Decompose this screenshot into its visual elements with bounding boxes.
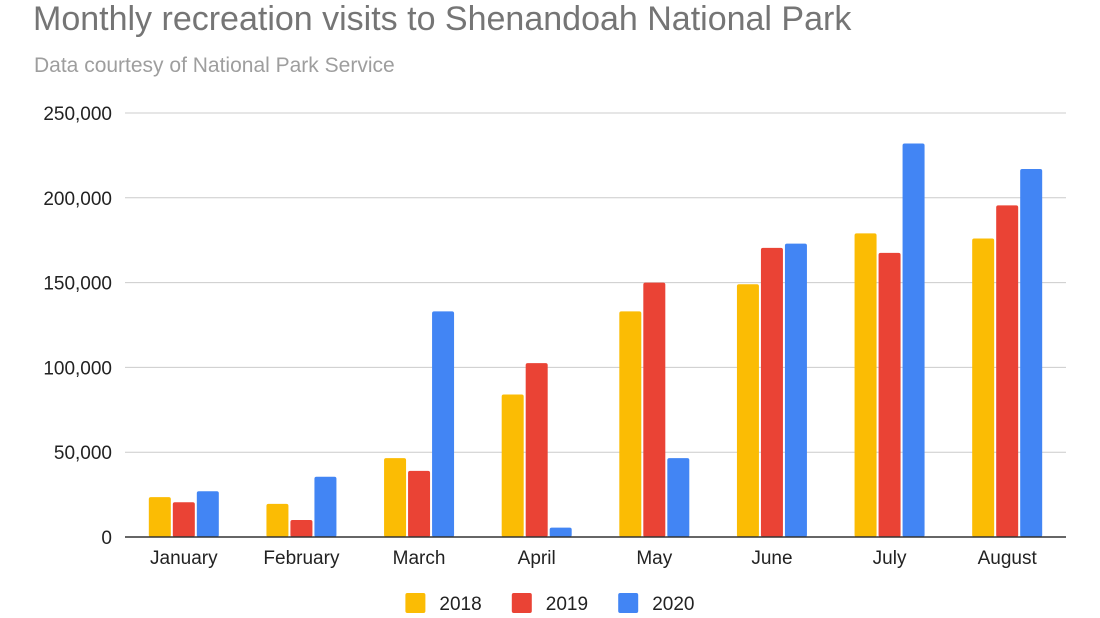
y-tick-label: 50,000 bbox=[54, 443, 112, 464]
bar-2018-august bbox=[972, 238, 995, 537]
bars bbox=[148, 143, 1043, 538]
bar-2019-february bbox=[290, 520, 313, 537]
bar-2018-june bbox=[736, 284, 759, 537]
x-category-label: February bbox=[263, 548, 340, 569]
bar-2020-august bbox=[1020, 168, 1043, 537]
bar-2019-august bbox=[996, 205, 1019, 537]
y-tick-label: 200,000 bbox=[43, 189, 112, 210]
bar-2020-january bbox=[196, 491, 219, 537]
x-category-label: April bbox=[518, 548, 556, 569]
gridlines bbox=[125, 112, 1066, 453]
y-tick-label: 100,000 bbox=[43, 358, 112, 379]
legend: 2018 2019 2020 bbox=[405, 593, 694, 615]
bar-2018-july bbox=[854, 233, 877, 537]
chart-title: Monthly recreation visits to Shenandoah … bbox=[33, 0, 852, 38]
y-tick-label: 150,000 bbox=[43, 274, 112, 295]
bar-2020-march bbox=[432, 311, 455, 537]
bar-2018-january bbox=[148, 497, 171, 537]
chart-subtitle: Data courtesy of National Park Service bbox=[34, 54, 395, 77]
bar-2020-may bbox=[667, 458, 690, 537]
x-category-label: June bbox=[751, 548, 792, 569]
legend-label-2019: 2019 bbox=[546, 594, 588, 615]
bar-2019-april bbox=[525, 363, 548, 537]
bar-2019-may bbox=[643, 282, 666, 537]
bar-2020-april bbox=[549, 527, 572, 537]
bar-2019-june bbox=[760, 247, 783, 537]
bar-2019-july bbox=[878, 252, 901, 538]
x-category-label: August bbox=[978, 548, 1038, 569]
x-category-label: July bbox=[873, 548, 907, 569]
x-category-label: May bbox=[636, 548, 672, 569]
bar-2018-may bbox=[619, 311, 642, 537]
legend-swatch-2020 bbox=[618, 593, 639, 613]
legend-swatch-2018 bbox=[405, 593, 426, 613]
legend-label-2018: 2018 bbox=[439, 594, 481, 615]
bar-2019-january bbox=[172, 502, 195, 537]
bar-2018-february bbox=[266, 503, 289, 537]
legend-swatch-2019 bbox=[511, 593, 532, 613]
bar-2020-july bbox=[902, 143, 925, 537]
bar-2020-february bbox=[314, 476, 337, 537]
bar-2018-march bbox=[384, 458, 407, 537]
x-category-label: March bbox=[393, 548, 446, 569]
bar-2020-june bbox=[784, 243, 807, 538]
bar-2019-march bbox=[408, 470, 431, 537]
y-tick-label: 0 bbox=[101, 528, 112, 549]
y-tick-label: 250,000 bbox=[43, 104, 112, 125]
x-category-label: January bbox=[150, 548, 218, 569]
x-axis-categories: January February March April May June July Augu… bbox=[150, 548, 1037, 569]
bar-2018-april bbox=[501, 394, 524, 537]
legend-label-2020: 2020 bbox=[652, 594, 694, 615]
y-axis-ticks: 0 50,000 100,000 150,000 200,000 250,000 bbox=[43, 104, 112, 549]
